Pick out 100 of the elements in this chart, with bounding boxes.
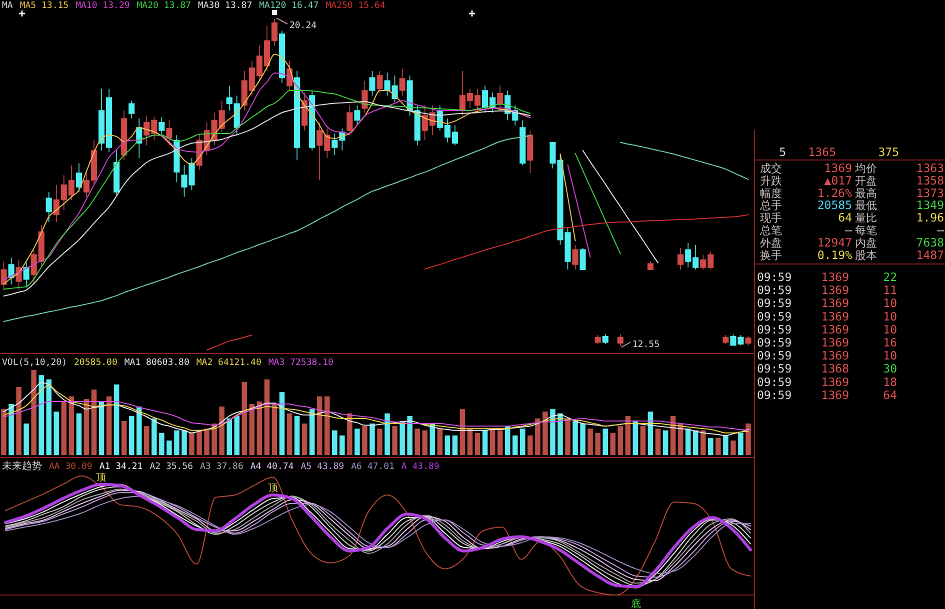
text: 09:59 [757,388,792,402]
text: 64 [838,210,852,225]
series-label: A1 34.21 [99,462,143,472]
bar [655,428,661,455]
text: 1.96 [916,210,944,225]
candlestick [121,110,128,161]
text: 09:59 [757,309,792,324]
candlestick [520,120,526,166]
candlestick [76,162,82,193]
text: 09:59 [757,270,792,284]
chart-title: MA [2,1,14,11]
bar [422,430,428,455]
candlestick [678,247,684,270]
bar [580,424,586,455]
text: 09:59 [757,322,792,336]
bar [68,396,74,455]
annotation: 12.55 [632,340,660,350]
candlestick [745,336,752,346]
text: 量比 [855,212,877,225]
bar [114,384,120,455]
bar [144,426,150,455]
candlestick [166,120,172,146]
bar [362,426,368,455]
text: 1369 [821,388,850,402]
text: MA120 16.47 [259,1,319,11]
annotation: 20.24 [289,21,317,31]
bar [38,375,44,455]
bar [437,428,443,455]
text: 1487 [916,248,944,262]
candlestick [580,247,586,270]
bar [414,428,420,455]
text: 12947 [817,235,852,250]
bar [324,396,330,455]
bar [159,432,164,455]
text: 幅度 [760,186,782,200]
text: 开盘 [855,174,877,188]
bar [723,435,728,455]
bar [354,428,360,455]
candlestick [369,70,376,96]
bar [565,418,570,455]
text: MA5 13.15 [20,1,69,11]
bar [264,379,270,455]
candlestick [128,100,135,119]
text: 1369 [821,374,850,389]
bar [384,413,390,455]
bar [219,406,224,455]
text: 总笔 [759,224,782,237]
text: 1.26% [817,186,852,200]
text: A4 40.74 [250,462,294,472]
bar [474,432,480,455]
bar [618,426,624,455]
candlestick [114,150,120,196]
bar [272,404,278,455]
candlestick [722,334,729,344]
chart-title: 未来趋势 [2,460,42,472]
text: 1373 [916,186,944,200]
text: 5 [779,145,786,159]
bar [98,401,104,455]
bar [542,412,548,455]
text: 20585 [817,198,852,212]
text: MA20 13.87 [136,1,191,11]
candlestick [23,261,30,288]
text: — [845,223,852,237]
bar [226,418,232,455]
bar [550,409,556,455]
annotation: 顶 [96,472,106,484]
bar [279,392,285,455]
bar [347,413,352,455]
candlestick [497,85,504,111]
bar [572,421,578,455]
text: MA10 13.29 [76,1,130,11]
bar [84,398,90,455]
candlestick [309,90,316,151]
text: 10 [883,348,898,363]
text: 1369 [821,296,850,310]
text: MA1 80603.80 [124,358,190,368]
bar [407,416,412,455]
bar [528,435,533,455]
text: 1365 [808,145,836,159]
text: 最低 [855,199,877,212]
text: 20585.00 [74,358,118,368]
text: 09:59 [757,336,792,350]
text: MA30 13.87 [198,1,252,11]
text: 1369 [821,336,850,350]
bar [700,430,706,455]
bar [632,421,638,455]
text: 总手 [759,199,782,212]
bar [242,382,248,455]
bar [309,409,315,455]
candlestick [376,70,383,94]
bar [234,416,240,455]
bar [196,430,202,455]
candlestick [602,334,608,344]
bar [91,390,97,455]
text: 1368 [821,362,850,376]
text: 1369 [821,270,850,284]
bar [444,435,450,455]
bar [249,404,255,455]
text: MA250 15.64 [326,1,386,11]
candlestick [527,130,534,174]
